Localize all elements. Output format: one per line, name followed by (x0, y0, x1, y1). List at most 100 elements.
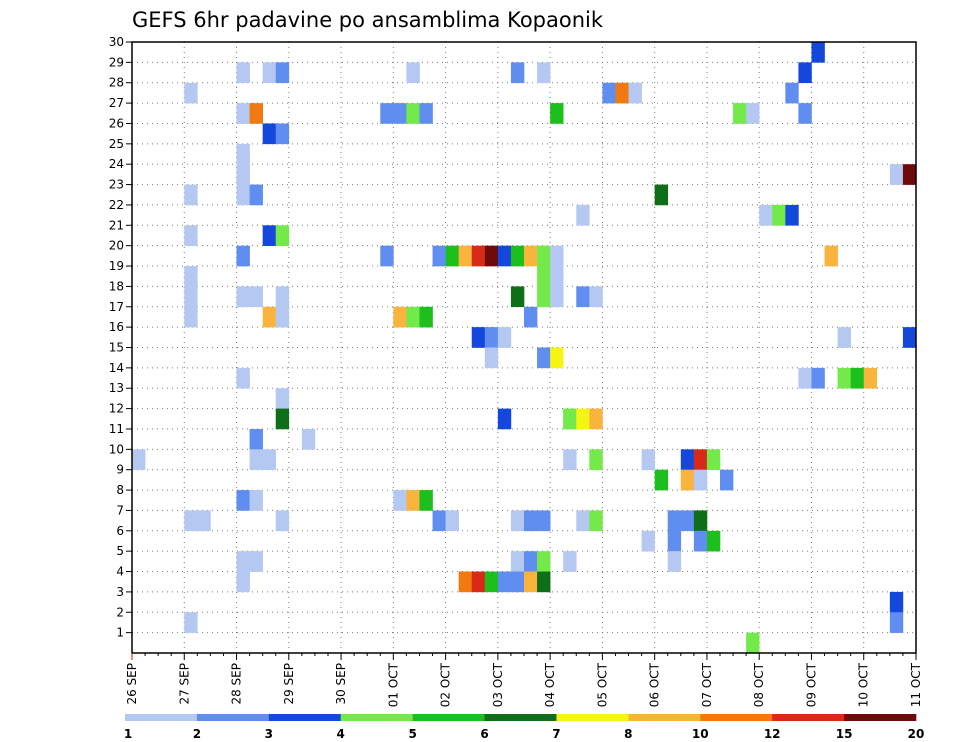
y-tick-label: 3 (116, 585, 124, 599)
precip-cell (798, 367, 812, 389)
y-tick-label: 19 (109, 259, 124, 273)
y-tick-label: 30 (109, 35, 124, 49)
precip-cell (497, 245, 512, 267)
precip-cell (733, 103, 747, 124)
precip-cell (275, 306, 290, 328)
legend-swatch (484, 714, 557, 721)
precip-cell (236, 551, 250, 572)
precip-cell (184, 612, 198, 633)
precip-cell (249, 490, 263, 511)
precip-cell (184, 184, 198, 206)
precip-cell (811, 367, 825, 389)
precip-cell (471, 327, 486, 348)
precip-cell (236, 490, 250, 511)
precip-cell (249, 449, 263, 470)
x-tick-label: 01 OCT (386, 662, 400, 707)
precip-cell (301, 428, 316, 450)
precip-cell (393, 306, 407, 328)
precip-cell (484, 571, 499, 593)
legend-swatch (268, 714, 342, 721)
legend-label: 6 (480, 727, 488, 741)
legend-swatch (700, 714, 773, 721)
y-tick-label: 11 (109, 422, 124, 436)
y-tick-label: 9 (116, 463, 124, 477)
x-tick-label: 07 OCT (700, 662, 714, 707)
precip-cell (432, 510, 446, 532)
precip-cell (275, 408, 290, 430)
precip-cell (602, 82, 616, 104)
precip-cell (654, 469, 669, 491)
precip-cell (550, 103, 564, 124)
y-tick-label: 15 (109, 341, 124, 355)
precip-cell (262, 62, 277, 84)
legend-swatch (340, 714, 413, 721)
precip-cell (406, 103, 420, 124)
precip-cell (563, 551, 577, 572)
precip-cell (497, 327, 512, 348)
precip-cell (550, 347, 564, 369)
precip-cell (863, 367, 878, 389)
precip-cell (667, 530, 682, 552)
precip-cell (576, 204, 590, 226)
precip-cell (524, 245, 538, 267)
precip-cell (275, 225, 290, 246)
precip-cell (236, 367, 250, 389)
precip-cell (236, 286, 250, 308)
precip-cell (184, 266, 198, 287)
precip-cell (798, 62, 812, 84)
y-tick-label: 4 (116, 565, 124, 579)
precip-cell (236, 103, 250, 124)
y-tick-label: 21 (109, 218, 124, 232)
x-tick-label: 29 SEP (282, 663, 296, 705)
precip-cell (275, 388, 290, 409)
precip-cell (419, 306, 433, 328)
y-tick-label: 14 (109, 361, 124, 375)
precip-cell (249, 103, 263, 124)
precip-cell (537, 551, 551, 572)
precip-cell (746, 632, 760, 654)
precip-cell (589, 286, 603, 308)
heatmap-cells (132, 42, 917, 654)
y-tick-label: 28 (109, 76, 124, 90)
precip-cell (432, 245, 446, 267)
precip-cell (262, 123, 277, 145)
precip-cell (524, 306, 538, 328)
y-tick-label: 8 (116, 483, 124, 497)
legend-swatch (125, 714, 198, 721)
precip-cell (785, 82, 799, 104)
precip-cell (510, 571, 525, 593)
precip-cell (497, 408, 512, 430)
precip-cell (693, 510, 708, 532)
precip-cell (275, 286, 290, 308)
precip-cell (615, 82, 629, 104)
precip-cell (275, 62, 290, 84)
precip-cell (902, 327, 917, 348)
x-tick-label: 09 OCT (804, 662, 818, 707)
precip-cell (393, 103, 407, 124)
precip-cell (236, 62, 250, 84)
precip-cell (785, 204, 799, 226)
precip-cell (236, 184, 250, 206)
precip-cell (524, 551, 538, 572)
precip-cell (537, 571, 551, 593)
precip-cell (680, 449, 695, 470)
y-tick-label: 27 (109, 96, 124, 110)
y-tick-label: 5 (116, 544, 124, 558)
x-axis-ticks: 26 SEP 27 SEP 28 SEP 29 SEP 30 SEP 01 OCT 02 O… (125, 653, 923, 707)
precip-cell (667, 510, 682, 532)
legend-label: 2 (193, 727, 201, 741)
precip-cell (484, 245, 499, 267)
y-tick-label: 26 (109, 116, 124, 130)
precip-cell (236, 164, 250, 185)
precip-cell (458, 245, 473, 267)
precip-cell (510, 551, 525, 572)
precip-cell (184, 82, 198, 104)
precip-cell (184, 286, 198, 308)
precip-cell (680, 510, 695, 532)
precip-cell (484, 347, 499, 369)
precip-cell (393, 490, 407, 511)
legend-label: 7 (552, 727, 560, 741)
precip-cell (537, 245, 551, 267)
x-tick-label: 02 OCT (439, 662, 453, 707)
